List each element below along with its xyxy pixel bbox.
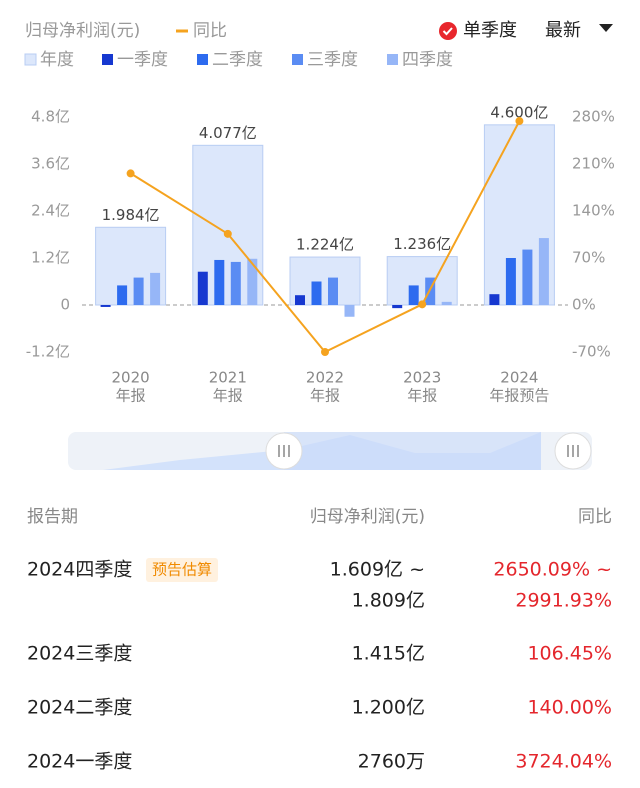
sort-select[interactable]: 最新 <box>545 20 581 41</box>
value-label: 1.236亿 <box>393 235 451 253</box>
net-profit: 1.609亿 ~ <box>330 559 425 581</box>
yoy: 140.00% <box>527 697 612 719</box>
yoy: 3724.04% <box>515 751 612 773</box>
x-tick-note: 年报 <box>116 387 146 405</box>
yoy: 2650.09% ~ <box>493 559 612 581</box>
net-profit: 1.415亿 <box>352 643 425 665</box>
quarter-bar <box>230 261 241 305</box>
value-label: 1.224亿 <box>296 236 354 254</box>
legend-swatch <box>102 54 113 65</box>
quarter-bar <box>408 285 419 305</box>
metric-label: 归母净利润(元) <box>25 21 140 41</box>
quarter-bar <box>117 285 128 305</box>
quarter-bar <box>328 277 338 305</box>
quarter-bar <box>150 272 161 305</box>
quarter-bar <box>197 271 208 305</box>
dropdown-arrow[interactable] <box>599 24 613 32</box>
legend-swatch <box>197 54 208 65</box>
quarter-bar <box>295 295 305 305</box>
legend-swatch <box>292 54 303 65</box>
legend-label: 同比 <box>193 21 227 41</box>
value-label: 4.600亿 <box>490 103 548 121</box>
yoy-point <box>223 229 232 238</box>
y-tick-label: 3.6亿 <box>31 155 70 173</box>
quarter-bar <box>392 305 403 309</box>
annual-bar <box>386 256 458 306</box>
y-tick-label: -1.2亿 <box>26 343 70 361</box>
quarter-bar <box>441 301 452 305</box>
y-tick-label: 2.4亿 <box>31 202 70 220</box>
quarter-bar <box>522 249 533 305</box>
period: 2024四季度 <box>27 559 132 581</box>
x-tick-label: 2024 <box>500 369 538 387</box>
single-quarter[interactable]: 单季度 <box>463 20 517 41</box>
yoy-point <box>321 348 329 356</box>
x-tick-label: 2020 <box>112 369 150 387</box>
y2-tick-label: 280% <box>572 108 615 126</box>
y2-tick-label: 70% <box>572 249 605 267</box>
period: 2024一季度 <box>27 751 132 773</box>
handle-grip <box>278 445 290 457</box>
period: 2024二季度 <box>27 697 132 719</box>
value-label: 4.077亿 <box>199 124 257 142</box>
value-label: 1.984亿 <box>102 206 160 224</box>
net-profit: 2760万 <box>358 751 425 773</box>
y-tick-label: 0 <box>60 296 70 314</box>
quarter-bar <box>247 258 258 305</box>
y2-tick-label: 210% <box>572 155 615 173</box>
legend-swatch <box>387 54 398 65</box>
yoy: 106.45% <box>527 643 612 665</box>
net-profit: 1.809亿 <box>352 590 425 612</box>
yoy-point <box>126 169 135 178</box>
legend-label: 一季度 <box>117 50 168 70</box>
quarter-bar <box>214 259 225 305</box>
quarter-bar <box>538 238 549 305</box>
table-header: 归母净利润(元) <box>310 507 425 527</box>
x-tick-note: 年报 <box>407 387 437 405</box>
legend-label: 二季度 <box>212 50 263 70</box>
x-tick-label: 2022 <box>306 369 344 387</box>
legend-label: 年度 <box>40 50 74 70</box>
tag-bg <box>146 558 218 582</box>
yoy-point <box>418 300 427 309</box>
table-header: 同比 <box>578 507 612 527</box>
quarter-bar <box>344 305 355 317</box>
legend-label: 三季度 <box>307 50 358 70</box>
y-tick-label: 4.8亿 <box>31 108 70 126</box>
y-tick-label: 1.2亿 <box>31 249 70 267</box>
table-header: 报告期 <box>27 507 78 527</box>
x-tick-label: 2023 <box>403 369 441 387</box>
y2-tick-label: -70% <box>572 343 611 361</box>
quarter-bar <box>505 258 516 305</box>
quarter-bar <box>311 281 322 305</box>
quarter-bar <box>489 294 500 305</box>
period: 2024三季度 <box>27 643 132 665</box>
quarter-bar <box>133 277 144 305</box>
check-icon <box>442 27 453 36</box>
x-tick-label: 2021 <box>209 369 247 387</box>
x-tick-note: 年报预告 <box>489 387 549 405</box>
handle-grip <box>567 445 579 457</box>
tag: 预告估算 <box>152 561 212 579</box>
slider-window[interactable] <box>284 432 541 470</box>
legend-swatch <box>24 53 37 66</box>
x-tick-note: 年报 <box>310 387 340 405</box>
x-tick-note: 年报 <box>213 387 243 405</box>
net-profit: 1.200亿 <box>352 697 425 719</box>
yoy-point <box>515 117 524 126</box>
legend-label: 四季度 <box>402 50 453 70</box>
y2-tick-label: 0% <box>572 296 596 314</box>
quarter-bar <box>100 305 111 307</box>
y2-tick-label: 140% <box>572 202 615 220</box>
yoy: 2991.93% <box>515 590 612 612</box>
